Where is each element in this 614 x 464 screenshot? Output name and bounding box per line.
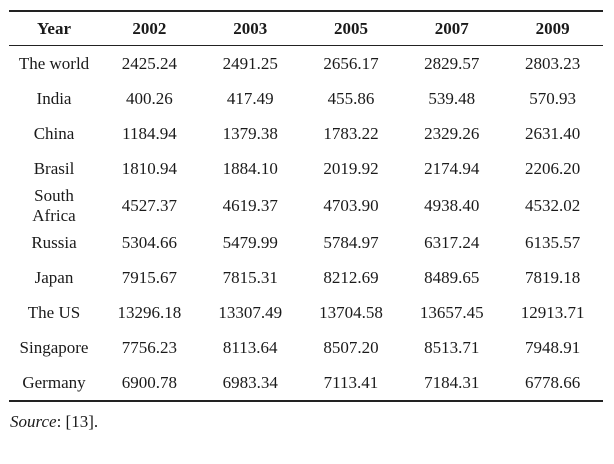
table-cell: 7915.67 — [121, 267, 178, 287]
table-row: Japan 7915.67 7815.31 8212.69 8489.65 78… — [9, 260, 603, 295]
table-cell: 4532.02 — [524, 195, 581, 215]
table-cell: 570.93 — [529, 88, 576, 108]
table-cell: 8212.69 — [323, 267, 379, 287]
row-label: The US — [27, 302, 81, 322]
table-body: The world 2425.24 2491.25 2656.17 2829.5… — [9, 46, 603, 402]
table-cell: 7948.91 — [524, 337, 581, 357]
table-cell: 539.48 — [428, 88, 476, 108]
column-header-2003: 2003 — [199, 11, 301, 46]
table-cell: 1379.38 — [222, 123, 278, 143]
table-cell: 417.49 — [226, 88, 274, 108]
table-cell: 5479.99 — [222, 232, 278, 252]
row-label: Brasil — [33, 158, 75, 178]
table-cell: 4527.37 — [121, 195, 178, 215]
table-cell: 13307.49 — [218, 302, 283, 322]
table-cell: 455.86 — [327, 88, 375, 108]
column-header-2005: 2005 — [300, 11, 402, 46]
table-cell: 4619.37 — [222, 195, 278, 215]
row-label: South Africa — [32, 186, 76, 225]
table-cell: 7113.41 — [323, 372, 379, 392]
table-cell: 13296.18 — [117, 302, 182, 322]
table-cell: 6135.57 — [524, 232, 581, 252]
table-cell: 2425.24 — [121, 53, 178, 73]
table-row: India 400.26 417.49 455.86 539.48 570.93 — [9, 81, 603, 116]
table-cell: 2829.57 — [424, 53, 480, 73]
column-header-year: Year — [9, 11, 99, 46]
table-cell: 5304.66 — [121, 232, 178, 252]
table-cell: 8113.64 — [222, 337, 278, 357]
table-cell: 7756.23 — [121, 337, 178, 357]
table-cell: 400.26 — [126, 88, 173, 108]
table-row: Russia 5304.66 5479.99 5784.97 6317.24 6… — [9, 225, 603, 260]
page: Year 2002 2003 2005 2007 2009 The world … — [9, 10, 605, 432]
row-label: The world — [18, 53, 90, 73]
data-table: Year 2002 2003 2005 2007 2009 The world … — [9, 10, 603, 403]
table-row: South Africa 4527.37 4619.37 4703.90 493… — [9, 186, 603, 225]
source-note: Source: [13]. — [10, 412, 605, 432]
column-header-2007: 2007 — [401, 11, 503, 46]
table-row: Germany 6900.78 6983.34 7113.41 7184.31 … — [9, 365, 603, 401]
column-header-2002: 2002 — [99, 11, 200, 46]
table-cell: 7184.31 — [424, 372, 480, 392]
table-cell: 2491.25 — [222, 53, 278, 73]
table-cell: 2631.40 — [524, 123, 581, 143]
table-cell: 13704.58 — [319, 302, 383, 322]
table-row: China 1184.94 1379.38 1783.22 2329.26 26… — [9, 116, 603, 151]
column-header-2009: 2009 — [502, 11, 603, 46]
table-cell: 13657.45 — [419, 302, 484, 322]
table-cell: 5784.97 — [323, 232, 379, 252]
table-cell: 1783.22 — [323, 123, 379, 143]
row-label: India — [36, 88, 72, 108]
table-cell: 1184.94 — [122, 123, 177, 143]
table-cell: 6778.66 — [524, 372, 581, 392]
table-cell: 2174.94 — [424, 158, 480, 178]
table-row: Brasil 1810.94 1884.10 2019.92 2174.94 2… — [9, 151, 603, 186]
table-header: Year 2002 2003 2005 2007 2009 — [9, 11, 603, 46]
table-cell: 12913.71 — [520, 302, 585, 322]
table-cell: 7815.31 — [222, 267, 278, 287]
table-cell: 2803.23 — [524, 53, 581, 73]
table-cell: 2206.20 — [524, 158, 581, 178]
table-cell: 7819.18 — [524, 267, 581, 287]
row-label: Singapore — [19, 337, 89, 357]
table-cell: 4703.90 — [323, 195, 379, 215]
table-row: Singapore 7756.23 8113.64 8507.20 8513.7… — [9, 330, 603, 365]
table-row: The world 2425.24 2491.25 2656.17 2829.5… — [9, 46, 603, 82]
header-row: Year 2002 2003 2005 2007 2009 — [9, 11, 603, 46]
table-cell: 2656.17 — [323, 53, 379, 73]
row-label: Japan — [34, 267, 74, 287]
row-label: China — [33, 123, 75, 143]
table-cell: 1810.94 — [121, 158, 178, 178]
table-cell: 6983.34 — [222, 372, 278, 392]
row-label: Germany — [22, 372, 86, 392]
source-label: Source — [10, 412, 57, 432]
table-cell: 6900.78 — [121, 372, 178, 392]
table-cell: 6317.24 — [424, 232, 480, 252]
table-cell: 2329.26 — [424, 123, 480, 143]
source-citation: : [13]. — [56, 412, 99, 432]
table-cell: 8513.71 — [424, 337, 480, 357]
row-label: Russia — [31, 232, 77, 252]
table-cell: 2019.92 — [323, 158, 379, 178]
table-cell: 4938.40 — [424, 195, 480, 215]
table-row: The US 13296.18 13307.49 13704.58 13657.… — [9, 295, 603, 330]
table-cell: 8507.20 — [323, 337, 379, 357]
table-cell: 1884.10 — [222, 158, 278, 178]
table-cell: 8489.65 — [424, 267, 480, 287]
